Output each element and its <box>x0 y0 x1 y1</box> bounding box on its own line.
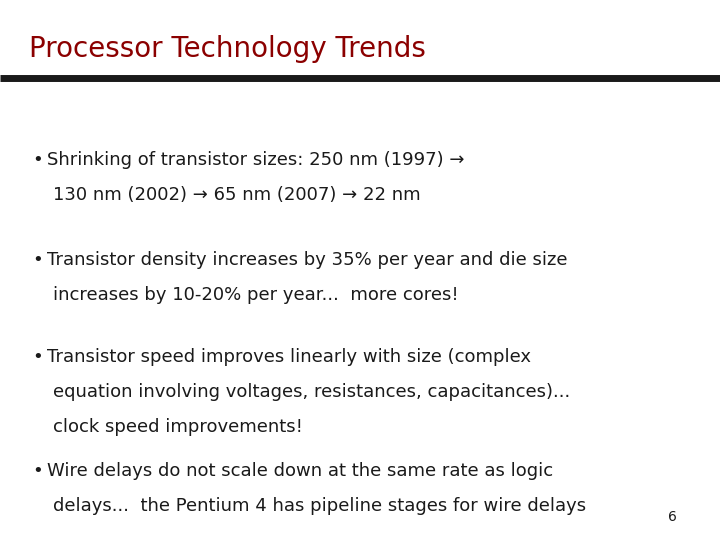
Text: delays...  the Pentium 4 has pipeline stages for wire delays: delays... the Pentium 4 has pipeline sta… <box>53 497 585 515</box>
Text: •: • <box>32 151 43 169</box>
Text: •: • <box>32 348 43 366</box>
Text: •: • <box>32 462 43 480</box>
Text: Transistor density increases by 35% per year and die size: Transistor density increases by 35% per … <box>47 251 567 269</box>
Text: 6: 6 <box>668 510 677 524</box>
Text: Shrinking of transistor sizes: 250 nm (1997) →: Shrinking of transistor sizes: 250 nm (1… <box>47 151 464 169</box>
Text: Transistor speed improves linearly with size (complex: Transistor speed improves linearly with … <box>47 348 531 366</box>
Text: •: • <box>32 251 43 269</box>
Text: clock speed improvements!: clock speed improvements! <box>53 418 302 436</box>
Text: equation involving voltages, resistances, capacitances)...: equation involving voltages, resistances… <box>53 383 570 401</box>
Text: 130 nm (2002) → 65 nm (2007) → 22 nm: 130 nm (2002) → 65 nm (2007) → 22 nm <box>53 186 420 204</box>
Text: Wire delays do not scale down at the same rate as logic: Wire delays do not scale down at the sam… <box>47 462 553 480</box>
Text: increases by 10-20% per year...  more cores!: increases by 10-20% per year... more cor… <box>53 286 458 304</box>
Text: Processor Technology Trends: Processor Technology Trends <box>29 35 426 63</box>
